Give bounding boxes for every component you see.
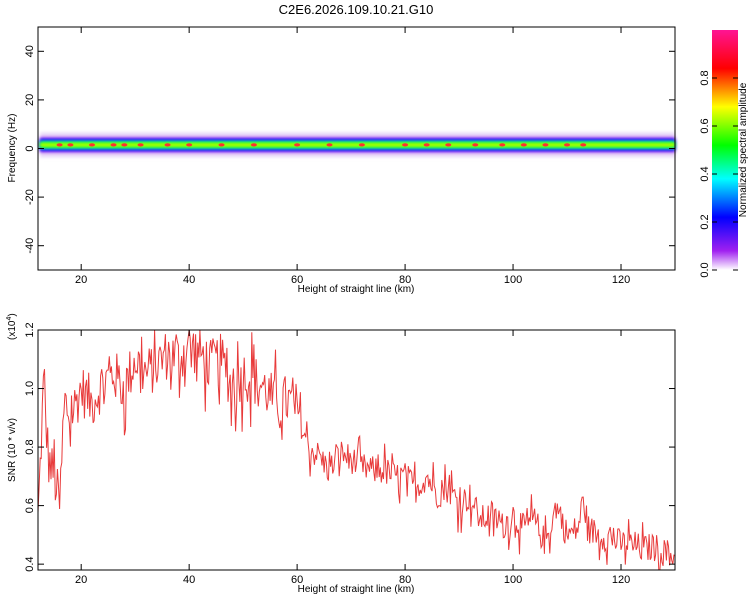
- chart-title: C2E6.2026.109.10.21.G10: [279, 2, 434, 17]
- band-peak: [218, 143, 225, 147]
- snr-series-line: [37, 329, 676, 571]
- spectrogram-x-ticks: 20 40 60 80 100 120: [75, 27, 630, 286]
- band-peak: [542, 143, 549, 147]
- colorbar-label: Normalized spectral amplitude: [738, 82, 749, 217]
- band-peak: [121, 143, 128, 147]
- x-tick-label: 40: [183, 574, 195, 586]
- band-peak: [164, 143, 171, 147]
- band-peak: [564, 143, 571, 147]
- snr-frame: [37, 329, 676, 571]
- x-tick-label: 120: [612, 574, 630, 586]
- y-tick-label: 20: [24, 94, 36, 106]
- band-peak: [250, 143, 257, 147]
- colorbar-gradient: [712, 30, 738, 270]
- x-tick-label: 100: [504, 274, 522, 286]
- colorbar-ticks: 0.0 0.2 0.4 0.6 0.8: [699, 70, 738, 278]
- snr-y-ticks: 0.4 0.6 0.8 1.0 1.2: [24, 322, 675, 572]
- colorbar-tick-label: 0.6: [699, 118, 711, 133]
- spectrogram-y-label: Frequency (Hz): [7, 114, 18, 183]
- colorbar-tick-label: 0.0: [699, 262, 711, 277]
- y-tick-label: 0: [24, 145, 36, 151]
- x-tick-label: 60: [291, 274, 303, 286]
- snr-y-label: SNR (10 * v/v): [7, 418, 18, 482]
- band-peak: [56, 143, 63, 147]
- band-peak: [423, 143, 430, 147]
- band-peak: [520, 143, 527, 147]
- y-tick-label: 0.6: [24, 498, 36, 513]
- y-tick-label: 0.4: [24, 556, 36, 571]
- band-peak: [294, 143, 301, 147]
- colorbar-tick-label: 0.2: [699, 214, 711, 229]
- x-tick-label: 20: [75, 274, 87, 286]
- snr-panel: 20 40 60 80 100 120 0.4 0.6 0.8 1.0 1.2 Height of…: [6, 313, 676, 595]
- spectrogram-y-ticks: -40 -20 0 20 40: [24, 45, 675, 254]
- colorbar-tick-label: 0.8: [699, 70, 711, 85]
- band-center: [40, 143, 675, 147]
- y-tick-label: 0.8: [24, 439, 36, 454]
- x-tick-label: 40: [183, 274, 195, 286]
- band-peak: [88, 143, 95, 147]
- band-peak: [326, 143, 333, 147]
- spectrogram-band: [40, 132, 675, 158]
- colorbar: 0.0 0.2 0.4 0.6 0.8 Normalized spectral ampl…: [699, 30, 749, 278]
- snr-x-label: Height of straight line (km): [298, 584, 415, 595]
- band-peak: [186, 143, 193, 147]
- band-peak: [445, 143, 452, 147]
- colorbar-tick-label: 0.4: [699, 166, 711, 181]
- x-tick-label: 80: [399, 274, 411, 286]
- band-peak: [67, 143, 74, 147]
- snr-x-ticks: 20 40 60 80 100 120: [75, 330, 630, 586]
- x-tick-label: 60: [291, 574, 303, 586]
- band-peak: [358, 143, 365, 147]
- spectrogram-x-label: Height of straight line (km): [298, 284, 415, 295]
- band-peak: [402, 143, 409, 147]
- snr-y-multiplier: (x104): [6, 313, 18, 340]
- y-tick-label: -40: [24, 238, 36, 254]
- band-peak: [137, 143, 144, 147]
- band-peak: [110, 143, 117, 147]
- band-peak: [580, 143, 587, 147]
- x-tick-label: 120: [612, 274, 630, 286]
- band-peak: [472, 143, 479, 147]
- x-tick-label: 100: [504, 574, 522, 586]
- y-tick-label: 1.2: [24, 322, 36, 337]
- spectrogram-panel: 20 40 60 80 100 120 -40 -20 0 20 40 Height of str…: [7, 26, 676, 295]
- band-peak: [499, 143, 506, 147]
- x-tick-label: 20: [75, 574, 87, 586]
- x-tick-label: 80: [399, 574, 411, 586]
- y-tick-label: -20: [24, 189, 36, 205]
- y-tick-label: 1.0: [24, 381, 36, 396]
- y-tick-label: 40: [24, 45, 36, 57]
